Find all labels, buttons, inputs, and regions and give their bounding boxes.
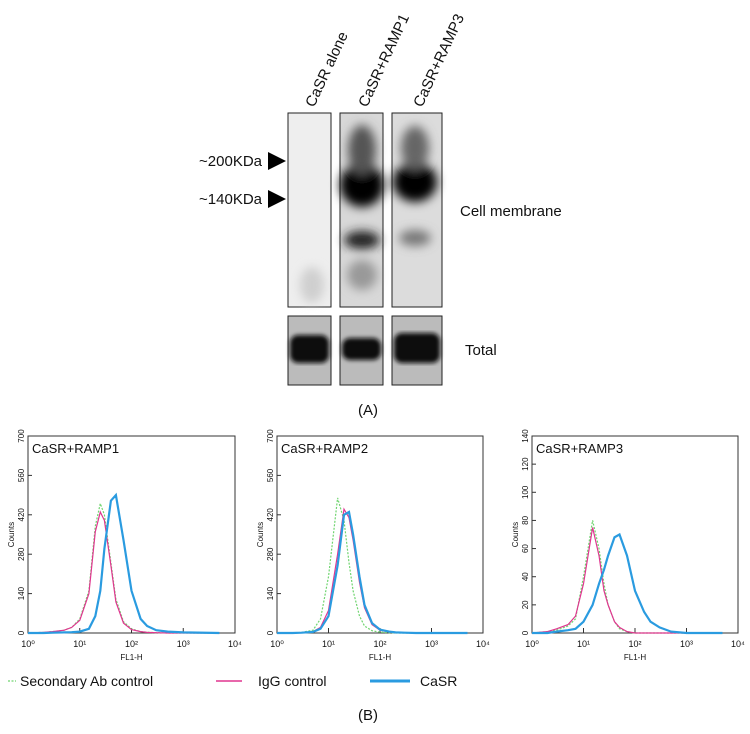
x-axis-label: FL1-H: [624, 653, 646, 662]
x-tick-label: 10³: [177, 639, 190, 649]
y-tick-label: 420: [266, 508, 275, 522]
blot-membrane: [287, 112, 443, 308]
y-tick-label: 120: [521, 457, 530, 471]
lane-label: CaSR+RAMP3: [410, 11, 468, 109]
y-tick-label: 0: [17, 630, 26, 635]
y-tick-label: 280: [17, 547, 26, 561]
y-tick-label: 0: [521, 630, 530, 635]
chart-title: CaSR+RAMP3: [536, 441, 623, 456]
membrane-label: Cell membrane: [460, 203, 562, 220]
histogram-line: [28, 492, 220, 635]
y-tick-label: 40: [521, 572, 530, 581]
histogram-line: [27, 510, 220, 634]
x-axis-label: FL1-H: [120, 653, 142, 662]
x-tick-label: 10⁰: [270, 639, 284, 649]
y-tick-label: 280: [266, 547, 275, 561]
x-tick-label: 10⁴: [731, 639, 745, 649]
histogram-line: [532, 532, 723, 635]
legend-label: Secondary Ab control: [20, 673, 153, 689]
y-tick-label: 140: [266, 586, 275, 600]
y-tick-label: 140: [17, 586, 26, 600]
lane-label: CaSR alone: [302, 29, 352, 109]
x-tick-label: 10⁴: [228, 639, 242, 649]
plot-frame: [27, 435, 236, 634]
y-tick-label: 700: [17, 429, 26, 443]
x-tick-label: 10¹: [577, 639, 590, 649]
x-axis-label: FL1-H: [369, 653, 391, 662]
x-tick-label: 10²: [125, 639, 138, 649]
y-tick-label: 100: [521, 485, 530, 499]
x-tick-label: 10⁰: [525, 639, 539, 649]
panel-label: (A): [358, 402, 378, 419]
y-tick-label: 420: [17, 508, 26, 522]
y-tick-label: 140: [521, 429, 530, 443]
legend-label: IgG control: [258, 673, 326, 689]
y-axis-label: Counts: [7, 522, 16, 547]
histogram-line: [531, 527, 723, 634]
x-tick-label: 10⁴: [476, 639, 490, 649]
x-tick-label: 10¹: [73, 639, 86, 649]
panel-label: (B): [358, 707, 378, 724]
blot-total: [287, 315, 443, 386]
chart-title: CaSR+RAMP2: [281, 441, 368, 456]
chart-title: CaSR+RAMP1: [32, 441, 119, 456]
y-tick-label: 20: [521, 600, 530, 609]
y-tick-label: 60: [521, 544, 530, 553]
y-axis-label: Counts: [256, 522, 265, 547]
x-tick-label: 10³: [680, 639, 693, 649]
marker-label: ~200KDa: [199, 153, 263, 170]
x-tick-label: 10⁰: [21, 639, 35, 649]
total-label: Total: [465, 342, 497, 359]
y-tick-label: 560: [17, 468, 26, 482]
x-tick-label: 10²: [373, 639, 386, 649]
x-tick-label: 10²: [628, 639, 641, 649]
y-tick-label: 700: [266, 429, 275, 443]
lane-label: CaSR+RAMP1: [355, 11, 413, 109]
x-tick-label: 10¹: [322, 639, 335, 649]
y-tick-label: 80: [521, 515, 530, 524]
x-tick-label: 10³: [425, 639, 438, 649]
plot-frame: [276, 435, 484, 634]
y-tick-label: 560: [266, 468, 275, 482]
y-axis-label: Counts: [511, 522, 520, 547]
marker-arrows: [268, 152, 286, 208]
histogram-line: [277, 510, 468, 635]
y-tick-label: 0: [266, 630, 275, 635]
plot-frame: [531, 435, 739, 634]
legend-label: CaSR: [420, 673, 457, 689]
marker-label: ~140KDa: [199, 191, 263, 208]
